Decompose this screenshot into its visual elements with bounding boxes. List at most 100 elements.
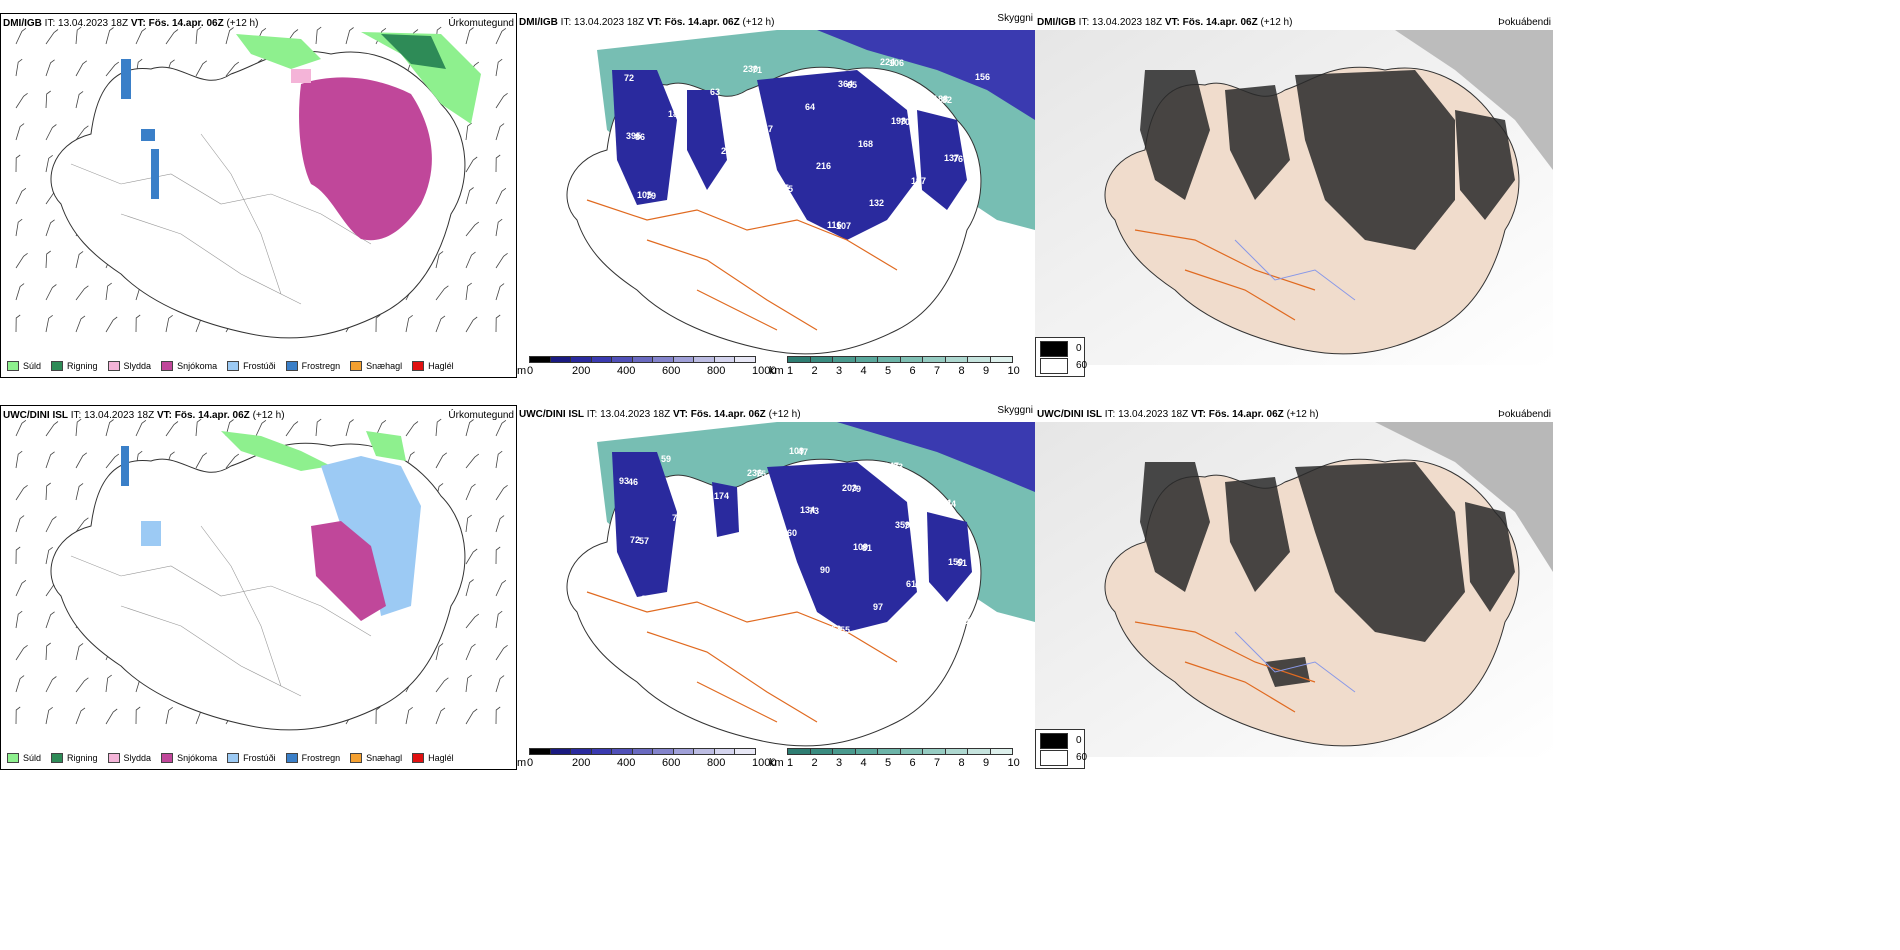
wind-barb	[495, 252, 508, 269]
legend-label: Frostúði	[243, 753, 276, 763]
panel-title: Þokuábendi	[1498, 17, 1551, 28]
colorbar-tick: 0	[527, 365, 534, 377]
wind-barb	[75, 60, 88, 77]
legend-label: Súld	[23, 753, 42, 763]
wind-barb	[75, 285, 89, 301]
wind-barb	[105, 419, 114, 437]
colorbar-segment	[713, 356, 736, 363]
wind-barb	[75, 91, 84, 109]
wind-barb	[15, 218, 23, 237]
colorbar-tick: 600	[662, 757, 681, 769]
visibility-value-label: 197	[911, 176, 926, 186]
colorbar-segment	[693, 356, 715, 363]
wind-barb	[495, 154, 501, 173]
visibility-value-label: 76	[904, 521, 914, 531]
fog-label-60: 60	[1076, 360, 1088, 371]
visibility-value-label: 75	[778, 587, 788, 597]
wind-barb	[345, 419, 354, 437]
legend-item-snæhagl: Snæhagl	[350, 753, 402, 763]
wind-barb	[15, 546, 21, 565]
wind-barb	[15, 450, 23, 469]
wind-barb	[75, 517, 89, 533]
wind-barb	[405, 314, 413, 333]
colorbar-tick: 6	[909, 757, 916, 769]
colorbar-segment	[549, 356, 572, 363]
visibility-value-label: 57	[964, 213, 974, 223]
wind-barb	[135, 27, 147, 45]
panel-title: Þokuábendi	[1498, 409, 1551, 420]
colorbar-tick: 3	[836, 757, 843, 769]
wind-barb	[495, 644, 508, 661]
fog-swatch-60	[1040, 358, 1068, 374]
visibility-value-label: 236	[747, 468, 762, 478]
wind-barb	[465, 483, 476, 501]
visibility-value-label: 188	[933, 94, 948, 104]
visibility-value-label: 63	[915, 580, 925, 590]
visibility-value-label: 34	[681, 514, 691, 524]
map-header: UWC/DINI ISL IT: 13.04.2023 18Z VT: Fös.…	[519, 409, 801, 420]
legend-item-frostregn: Frostregn	[285, 753, 340, 763]
visibility-value-label: 77	[703, 632, 713, 642]
visibility-value-label: 395	[626, 131, 641, 141]
legend-item-snjókoma: Snjókoma	[161, 361, 217, 371]
colorbar-tick: 800	[707, 757, 726, 769]
colorbar-segment	[922, 356, 946, 363]
visibility-value-label: 47	[798, 447, 808, 457]
wind-barb	[225, 419, 234, 437]
colorbar-segment	[854, 748, 878, 755]
visibility-value-label: 109	[789, 446, 804, 456]
legend-label: Slydda	[123, 361, 152, 371]
wind-barb	[435, 643, 444, 661]
visibility-value-label: 51	[957, 558, 967, 568]
wind-barb	[315, 418, 322, 437]
visibility-value-label: 107	[836, 221, 851, 231]
wind-barb	[225, 27, 234, 45]
visibility-value-label: 65	[847, 80, 857, 90]
visibility-value-label: 139	[736, 609, 751, 619]
visibility-value-label: 392	[785, 242, 800, 252]
wind-barb	[495, 218, 503, 237]
colorbar-segment	[590, 356, 613, 363]
wind-barb	[75, 251, 84, 269]
colorbar-tick: 1	[787, 757, 794, 769]
visibility-value-label: 57	[639, 536, 649, 546]
colorbar-unit: km	[769, 365, 784, 377]
wind-barb	[15, 27, 27, 45]
visibility-value-label: 55	[840, 625, 850, 635]
visibility-value-label: 75	[756, 469, 766, 479]
visibility-value-label: 59	[661, 454, 671, 464]
wind-barb	[465, 674, 472, 693]
legend-item-slydda: Slydda	[107, 753, 152, 763]
panel-title: Úrkomutegund	[448, 18, 514, 29]
colorbar-tick: 2	[811, 757, 818, 769]
wind-barb	[45, 154, 53, 173]
precip-type-map-uwc: UWC/DINI ISL IT: 13.04.2023 18Z VT: Fös.…	[0, 405, 517, 770]
colorbar-segment	[989, 748, 1013, 755]
wind-barb	[45, 706, 53, 725]
colorbar-segment	[787, 356, 811, 363]
colorbar-segment	[672, 748, 695, 755]
wind-barb	[75, 125, 89, 141]
wind-barb	[495, 579, 507, 597]
visibility-value-label: 69	[650, 595, 660, 605]
wind-barb	[105, 316, 118, 333]
legend-label: Snæhagl	[366, 361, 403, 371]
wind-barb	[255, 419, 267, 437]
visibility-value-label: 81	[862, 543, 872, 553]
visibility-value-label: 73	[809, 506, 819, 516]
colorbar-segment	[944, 748, 968, 755]
legend-item-frostúði: Frostúði	[227, 753, 276, 763]
wind-barb	[495, 58, 503, 77]
wind-barb	[465, 316, 478, 333]
wind-barb	[435, 452, 448, 469]
wind-barb	[165, 29, 179, 45]
precip-type-map-dmi: DMI/IGB IT: 13.04.2023 18Z VT: Fös. 14.a…	[0, 13, 517, 378]
visibility-value-label: 147	[884, 461, 899, 471]
legend-label: Slydda	[123, 753, 152, 763]
colorbar-segment	[899, 356, 923, 363]
wind-barb	[495, 450, 503, 469]
colorbar-tick: 400	[617, 365, 636, 377]
wind-barb	[405, 706, 413, 725]
wind-barb	[15, 484, 28, 501]
wind-barb	[15, 579, 27, 597]
